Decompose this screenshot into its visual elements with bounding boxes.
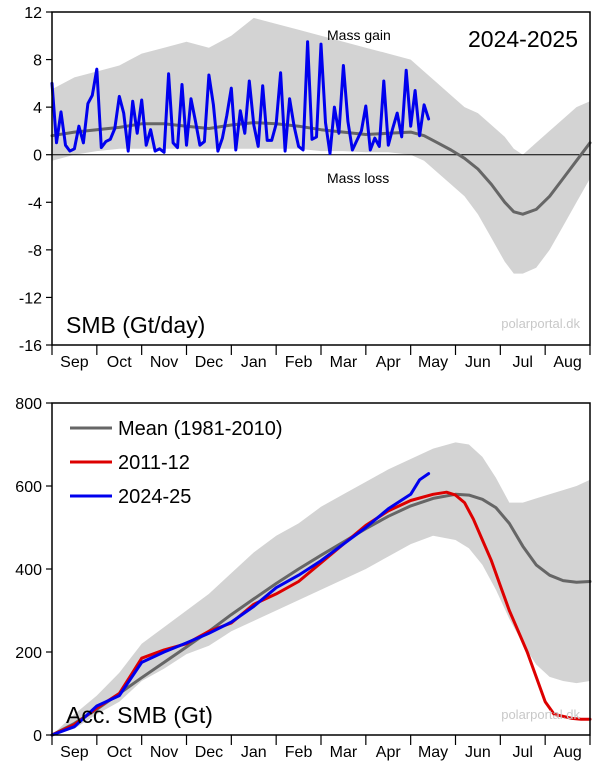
daily-panel-title: SMB (Gt/day) [66,312,205,338]
month-label: Oct [107,744,132,761]
accumulated-series-lines [50,472,592,737]
month-label: May [418,354,448,371]
y-tick-label: -4 [28,195,42,212]
series-line-2 [50,472,431,737]
y-tick-label: 12 [24,5,42,22]
month-label: Sep [60,744,89,761]
accumulated-panel-title: Acc. SMB (Gt) [66,702,213,728]
y-tick-label: 8 [33,53,42,70]
month-label: Dec [195,354,223,371]
daily-series-lines [50,40,592,216]
y-tick-label: -12 [19,290,42,307]
mass-loss-annotation: Mass loss [327,170,389,186]
month-label: May [418,744,448,761]
legend-label: 2011-12 [118,452,190,474]
variability-band [52,442,590,735]
month-label: Apr [376,354,402,371]
variability-band [52,17,590,274]
accumulated-y-axis: 800 600 400 200 0 [15,396,52,745]
y-tick-label: 200 [15,645,42,662]
month-label: Mar [330,354,358,371]
daily-variability-band [52,17,590,274]
daily-smb-panel: 12 8 4 0 -4 -8 -12 -16 Sep Oct Nov Dec Jan Feb Mar Apr… [19,5,592,371]
daily-y-axis: 12 8 4 0 -4 -8 -12 -16 [19,5,52,355]
month-label: Jul [513,354,533,371]
accumulated-smb-panel: 800 600 400 200 0 Sep Oct Nov Dec Jan Feb Mar Apr Ma… [15,396,592,761]
month-label: Feb [285,354,313,371]
y-tick-label: -16 [19,338,42,355]
season-label: 2024-2025 [468,26,578,52]
y-tick-label: 400 [15,562,42,579]
month-label: Dec [195,744,223,761]
y-tick-label: 600 [15,479,42,496]
month-label: Jun [465,354,491,371]
daily-x-axis: Sep Oct Nov Dec Jan Feb Mar Apr May Jun Jul Aug [51,345,591,371]
month-label: Jan [241,354,267,371]
month-label: Oct [107,354,132,371]
mass-gain-annotation: Mass gain [327,27,391,43]
legend-label: 2024-25 [118,486,191,508]
y-tick-label: 4 [33,100,42,117]
y-tick-label: 0 [33,148,42,165]
month-label: Aug [553,354,581,371]
legend-label: Mean (1981-2010) [118,418,283,440]
accumulated-variability-band [52,442,590,735]
month-label: Apr [376,744,402,761]
month-label: Sep [60,354,89,371]
month-label: Jul [513,744,533,761]
month-label: Feb [285,744,313,761]
y-tick-label: -8 [28,243,42,260]
series-line-1 [50,40,431,155]
watermark: polarportal.dk [501,707,580,722]
legend: Mean (1981-2010) 2011-12 2024-25 [70,418,283,508]
watermark: polarportal.dk [501,316,580,331]
month-label: Nov [150,744,178,761]
y-tick-label: 0 [33,728,42,745]
month-label: Nov [150,354,178,371]
month-label: Jan [241,744,267,761]
accumulated-x-axis: Sep Oct Nov Dec Jan Feb Mar Apr May Jun Jul Aug [51,735,591,761]
month-label: Aug [553,744,581,761]
month-label: Jun [465,744,491,761]
month-label: Mar [330,744,358,761]
y-tick-label: 800 [15,396,42,413]
